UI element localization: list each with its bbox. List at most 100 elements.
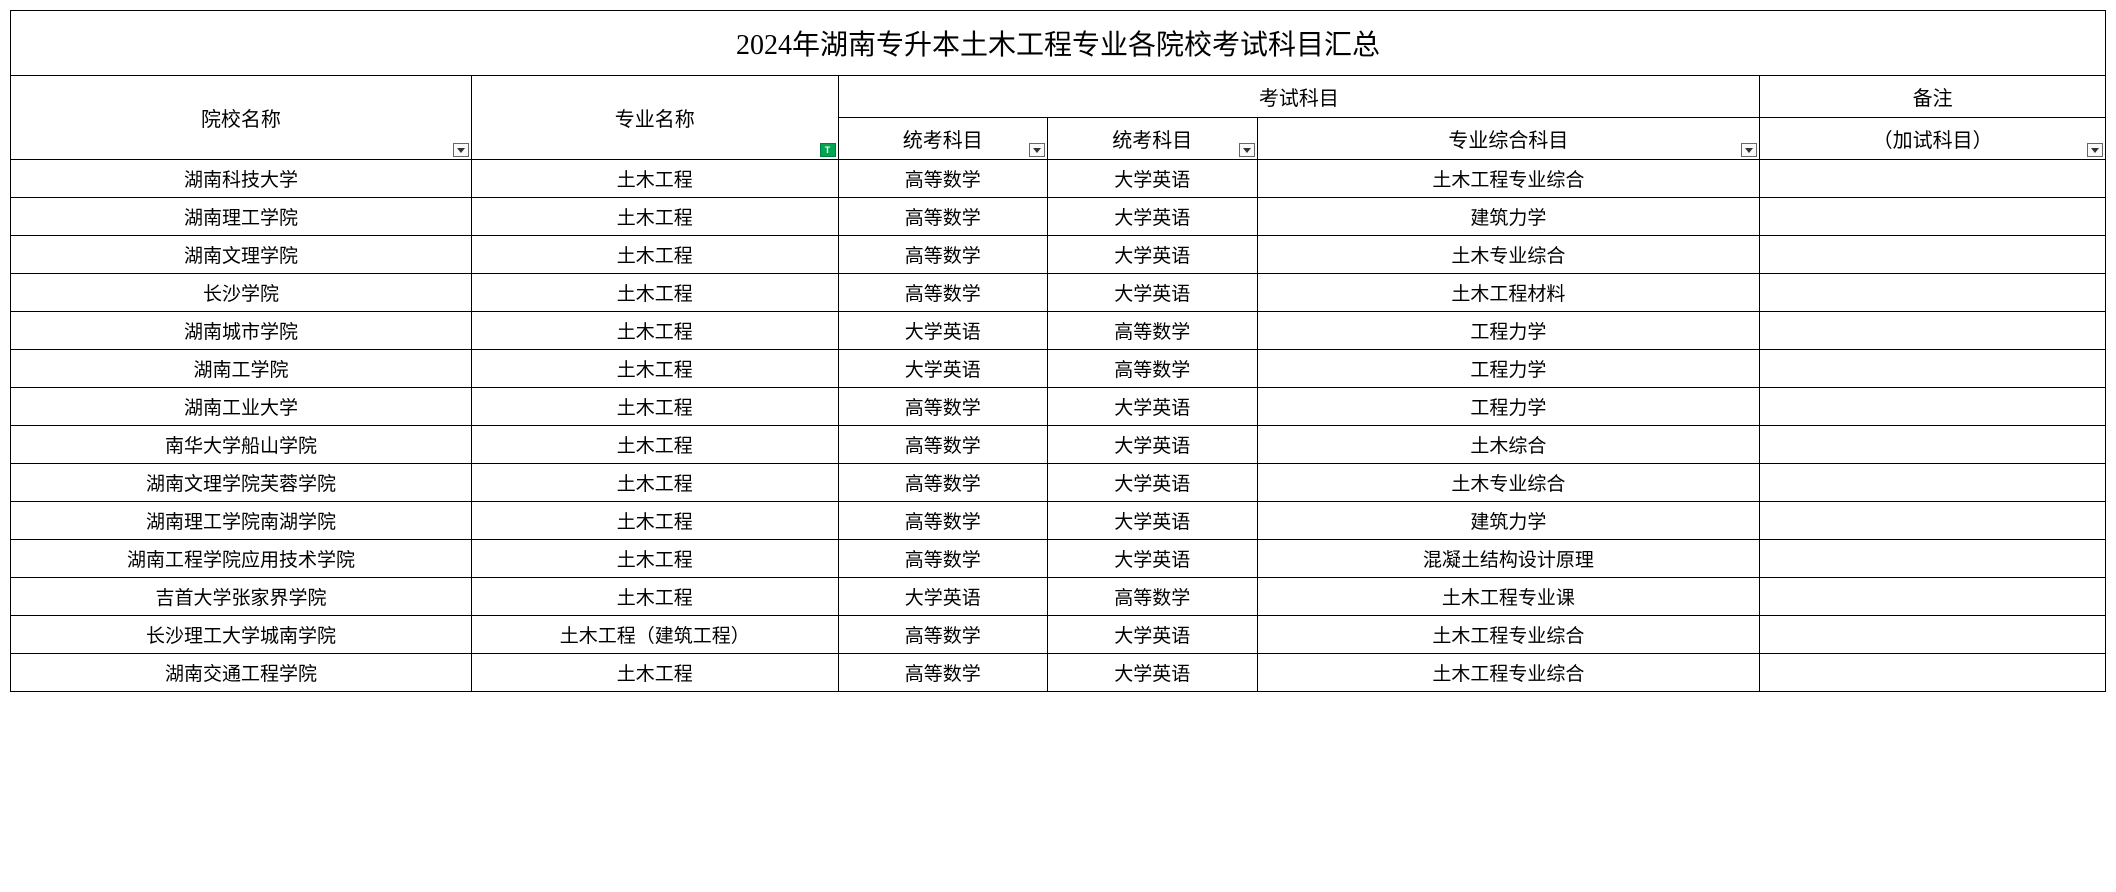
cell-subject3: 土木工程专业综合	[1257, 616, 1760, 654]
cell-subject1: 大学英语	[838, 312, 1048, 350]
cell-subject3: 工程力学	[1257, 388, 1760, 426]
cell-subject3: 土木综合	[1257, 426, 1760, 464]
cell-subject3: 工程力学	[1257, 312, 1760, 350]
cell-subject3: 土木专业综合	[1257, 464, 1760, 502]
filter-dropdown-icon[interactable]	[2087, 143, 2103, 157]
table-row: 湖南文理学院芙蓉学院土木工程高等数学大学英语土木专业综合	[11, 464, 2106, 502]
cell-subject1: 高等数学	[838, 274, 1048, 312]
cell-school: 湖南科技大学	[11, 160, 472, 198]
cell-note	[1760, 350, 2106, 388]
cell-subject2: 大学英语	[1048, 388, 1258, 426]
table-row: 湖南科技大学土木工程高等数学大学英语土木工程专业综合	[11, 160, 2106, 198]
cell-school: 湖南交通工程学院	[11, 654, 472, 692]
table-row: 长沙理工大学城南学院土木工程（建筑工程）高等数学大学英语土木工程专业综合	[11, 616, 2106, 654]
table-header: 2024年湖南专升本土木工程专业各院校考试科目汇总 院校名称 专业名称 T 考试…	[11, 11, 2106, 160]
header-note-bottom-label: （加试科目）	[1873, 130, 1993, 152]
cell-subject3: 土木工程材料	[1257, 274, 1760, 312]
cell-subject1: 高等数学	[838, 426, 1048, 464]
table-row: 湖南理工学院土木工程高等数学大学英语建筑力学	[11, 198, 2106, 236]
filter-dropdown-icon[interactable]	[1741, 143, 1757, 157]
filter-active-icon[interactable]: T	[820, 143, 836, 157]
cell-major: 土木工程	[471, 160, 838, 198]
cell-note	[1760, 236, 2106, 274]
header-subject2-label: 统考科目	[1112, 130, 1192, 152]
cell-subject2: 大学英语	[1048, 236, 1258, 274]
cell-subject1: 高等数学	[838, 198, 1048, 236]
header-exam-group: 考试科目	[838, 76, 1760, 118]
filter-dropdown-icon[interactable]	[1239, 143, 1255, 157]
table-title: 2024年湖南专升本土木工程专业各院校考试科目汇总	[11, 11, 2106, 76]
cell-subject2: 大学英语	[1048, 426, 1258, 464]
cell-subject1: 高等数学	[838, 616, 1048, 654]
table-row: 湖南理工学院南湖学院土木工程高等数学大学英语建筑力学	[11, 502, 2106, 540]
header-school: 院校名称	[11, 76, 472, 160]
cell-subject2: 大学英语	[1048, 502, 1258, 540]
cell-note	[1760, 198, 2106, 236]
header-major-label: 专业名称	[615, 109, 695, 131]
cell-note	[1760, 464, 2106, 502]
cell-school: 长沙理工大学城南学院	[11, 616, 472, 654]
cell-note	[1760, 312, 2106, 350]
cell-subject2: 大学英语	[1048, 654, 1258, 692]
cell-major: 土木工程	[471, 578, 838, 616]
header-school-label: 院校名称	[201, 109, 281, 131]
cell-subject1: 高等数学	[838, 236, 1048, 274]
header-major: 专业名称 T	[471, 76, 838, 160]
cell-note	[1760, 274, 2106, 312]
cell-subject1: 高等数学	[838, 388, 1048, 426]
cell-major: 土木工程	[471, 350, 838, 388]
cell-major: 土木工程	[471, 388, 838, 426]
cell-subject1: 高等数学	[838, 654, 1048, 692]
cell-school: 湖南工程学院应用技术学院	[11, 540, 472, 578]
cell-major: 土木工程	[471, 540, 838, 578]
header-subject1: 统考科目	[838, 118, 1048, 160]
cell-note	[1760, 502, 2106, 540]
header-subject3: 专业综合科目	[1257, 118, 1760, 160]
cell-school: 吉首大学张家界学院	[11, 578, 472, 616]
cell-major: 土木工程	[471, 198, 838, 236]
cell-major: 土木工程	[471, 464, 838, 502]
cell-school: 湖南文理学院芙蓉学院	[11, 464, 472, 502]
cell-note	[1760, 426, 2106, 464]
cell-subject1: 大学英语	[838, 350, 1048, 388]
cell-subject1: 高等数学	[838, 160, 1048, 198]
cell-subject2: 高等数学	[1048, 312, 1258, 350]
cell-subject3: 混凝土结构设计原理	[1257, 540, 1760, 578]
cell-note	[1760, 540, 2106, 578]
cell-subject3: 土木工程专业课	[1257, 578, 1760, 616]
cell-subject2: 大学英语	[1048, 616, 1258, 654]
cell-subject3: 建筑力学	[1257, 502, 1760, 540]
header-subject1-label: 统考科目	[903, 130, 983, 152]
cell-major: 土木工程	[471, 274, 838, 312]
table-row: 长沙学院土木工程高等数学大学英语土木工程材料	[11, 274, 2106, 312]
filter-dropdown-icon[interactable]	[1029, 143, 1045, 157]
cell-subject2: 大学英语	[1048, 198, 1258, 236]
exam-subjects-table: 2024年湖南专升本土木工程专业各院校考试科目汇总 院校名称 专业名称 T 考试…	[10, 10, 2106, 692]
cell-subject2: 大学英语	[1048, 160, 1258, 198]
header-note-top: 备注	[1760, 76, 2106, 118]
filter-dropdown-icon[interactable]	[453, 143, 469, 157]
cell-note	[1760, 388, 2106, 426]
cell-school: 湖南文理学院	[11, 236, 472, 274]
header-subject2: 统考科目	[1048, 118, 1258, 160]
cell-subject3: 土木专业综合	[1257, 236, 1760, 274]
table-row: 南华大学船山学院土木工程高等数学大学英语土木综合	[11, 426, 2106, 464]
cell-major: 土木工程	[471, 654, 838, 692]
cell-school: 长沙学院	[11, 274, 472, 312]
cell-note	[1760, 578, 2106, 616]
cell-subject2: 大学英语	[1048, 540, 1258, 578]
cell-major: 土木工程	[471, 502, 838, 540]
table-row: 湖南文理学院土木工程高等数学大学英语土木专业综合	[11, 236, 2106, 274]
cell-school: 湖南工业大学	[11, 388, 472, 426]
cell-note	[1760, 160, 2106, 198]
cell-subject1: 高等数学	[838, 464, 1048, 502]
cell-major: 土木工程	[471, 236, 838, 274]
header-subject3-label: 专业综合科目	[1448, 130, 1568, 152]
cell-school: 南华大学船山学院	[11, 426, 472, 464]
cell-major: 土木工程（建筑工程）	[471, 616, 838, 654]
table-row: 湖南交通工程学院土木工程高等数学大学英语土木工程专业综合	[11, 654, 2106, 692]
cell-subject1: 高等数学	[838, 502, 1048, 540]
cell-school: 湖南工学院	[11, 350, 472, 388]
table-row: 湖南工学院土木工程大学英语高等数学工程力学	[11, 350, 2106, 388]
cell-subject3: 建筑力学	[1257, 198, 1760, 236]
